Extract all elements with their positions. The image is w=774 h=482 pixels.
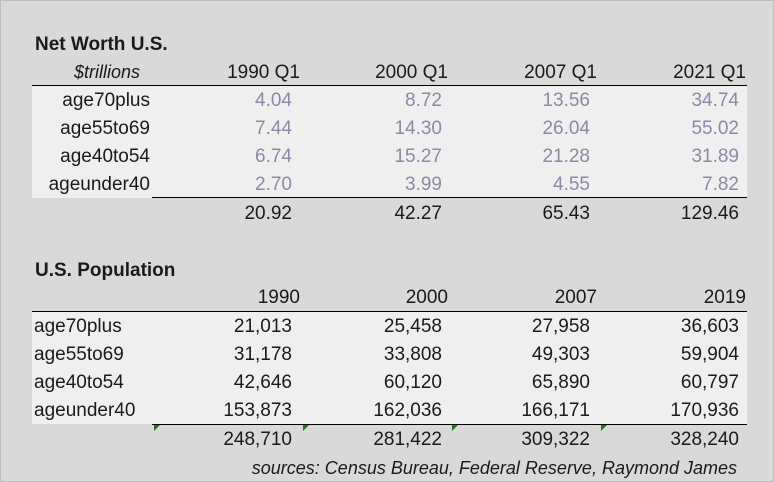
nw-col-header-2: 2000 Q1 (375, 62, 448, 83)
nw-cell: 3.99 (405, 174, 442, 195)
nw-cell: 55.02 (691, 118, 739, 139)
pop-cell: 49,303 (531, 344, 590, 365)
pop-cell: 60,120 (383, 372, 442, 393)
pop-cell: 166,171 (521, 400, 590, 421)
nw-cell: 15.27 (394, 146, 442, 167)
error-marker-icon (303, 425, 309, 431)
nw-col-header-1: 1990 Q1 (227, 62, 300, 83)
error-marker-icon (452, 425, 458, 431)
nw-cell: 34.74 (691, 90, 739, 111)
pop-total: 281,422 (373, 429, 442, 450)
pop-cell: 21,013 (233, 316, 292, 337)
pop-cell: 170,936 (670, 400, 739, 421)
pop-col-header-1: 1990 (257, 287, 300, 308)
sources-note: sources: Census Bureau, Federal Reserve,… (251, 458, 737, 478)
pop-cell: 60,797 (680, 372, 739, 393)
nw-cell: 26.04 (542, 118, 590, 139)
nw-total: 65.43 (542, 203, 590, 224)
pop-total: 328,240 (670, 429, 739, 450)
nw-cell: 4.55 (553, 174, 590, 195)
nw-row-label: age40to54 (60, 146, 150, 167)
pop-col-header-4: 2019 (703, 287, 746, 308)
pop-cell: 25,458 (383, 316, 442, 337)
nw-header-rule (32, 85, 747, 86)
population-title: U.S. Population (35, 260, 176, 281)
pop-row-label: age40to54 (34, 372, 124, 393)
pop-row-label: age55to69 (34, 344, 124, 365)
nw-cell: 8.72 (405, 90, 442, 111)
error-marker-icon (154, 425, 160, 431)
pop-cell: 31,178 (233, 344, 292, 365)
nw-total-rule (152, 197, 747, 198)
nw-row-label: age55to69 (60, 118, 150, 139)
pop-data-band (32, 312, 747, 424)
pop-cell: 153,873 (223, 400, 292, 421)
pop-total: 248,710 (223, 429, 292, 450)
pop-col-header-2: 2000 (405, 287, 448, 308)
nw-row-label: ageunder40 (48, 174, 150, 195)
net-worth-title: Net Worth U.S. (35, 34, 168, 55)
nw-total: 42.27 (394, 203, 442, 224)
nw-cell: 6.74 (255, 146, 292, 167)
nw-row-label: age70plus (62, 90, 150, 111)
nw-cell: 14.30 (394, 118, 442, 139)
pop-cell: 42,646 (233, 372, 292, 393)
nw-cell: 21.28 (542, 146, 590, 167)
pop-cell: 27,958 (531, 316, 590, 337)
pop-cell: 162,036 (373, 400, 442, 421)
pop-total-rule (152, 424, 747, 425)
pop-cell: 36,603 (680, 316, 739, 337)
nw-cell: 2.70 (255, 174, 292, 195)
nw-cell: 4.04 (255, 90, 292, 111)
nw-cell: 7.82 (702, 174, 739, 195)
nw-cell: 13.56 (542, 90, 590, 111)
pop-cell: 59,904 (680, 344, 739, 365)
nw-col-header-4: 2021 Q1 (673, 62, 746, 83)
nw-cell: 31.89 (691, 146, 739, 167)
nw-total: 129.46 (680, 203, 739, 224)
nw-col-header-3: 2007 Q1 (524, 62, 597, 83)
pop-cell: 33,808 (383, 344, 442, 365)
net-worth-units: $trillions (74, 62, 141, 82)
pop-cell: 65,890 (531, 372, 590, 393)
pop-total: 309,322 (521, 429, 590, 450)
pop-row-label: ageunder40 (34, 400, 136, 421)
error-marker-icon (601, 425, 607, 431)
nw-cell: 7.44 (255, 118, 292, 139)
pop-row-label: age70plus (34, 316, 122, 337)
nw-data-band (32, 86, 747, 198)
pop-header-rule (32, 311, 747, 312)
pop-col-header-3: 2007 (554, 287, 597, 308)
nw-total: 20.92 (244, 203, 292, 224)
